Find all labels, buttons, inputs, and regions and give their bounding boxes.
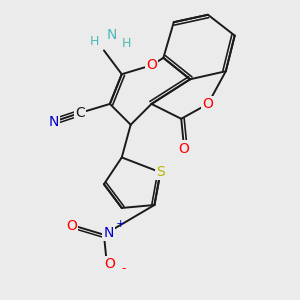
- Text: O: O: [66, 219, 77, 233]
- Text: N: N: [48, 115, 59, 129]
- Text: S: S: [156, 165, 165, 179]
- Text: O: O: [202, 97, 213, 111]
- Text: C: C: [75, 106, 85, 120]
- Text: O: O: [146, 58, 157, 72]
- Text: N: N: [107, 28, 117, 42]
- Text: N: N: [103, 226, 114, 240]
- Text: O: O: [179, 142, 190, 155]
- Text: H: H: [122, 38, 131, 50]
- Text: +: +: [116, 219, 125, 229]
- Text: -: -: [121, 262, 125, 275]
- Text: O: O: [104, 257, 115, 272]
- Text: H: H: [90, 35, 99, 48]
